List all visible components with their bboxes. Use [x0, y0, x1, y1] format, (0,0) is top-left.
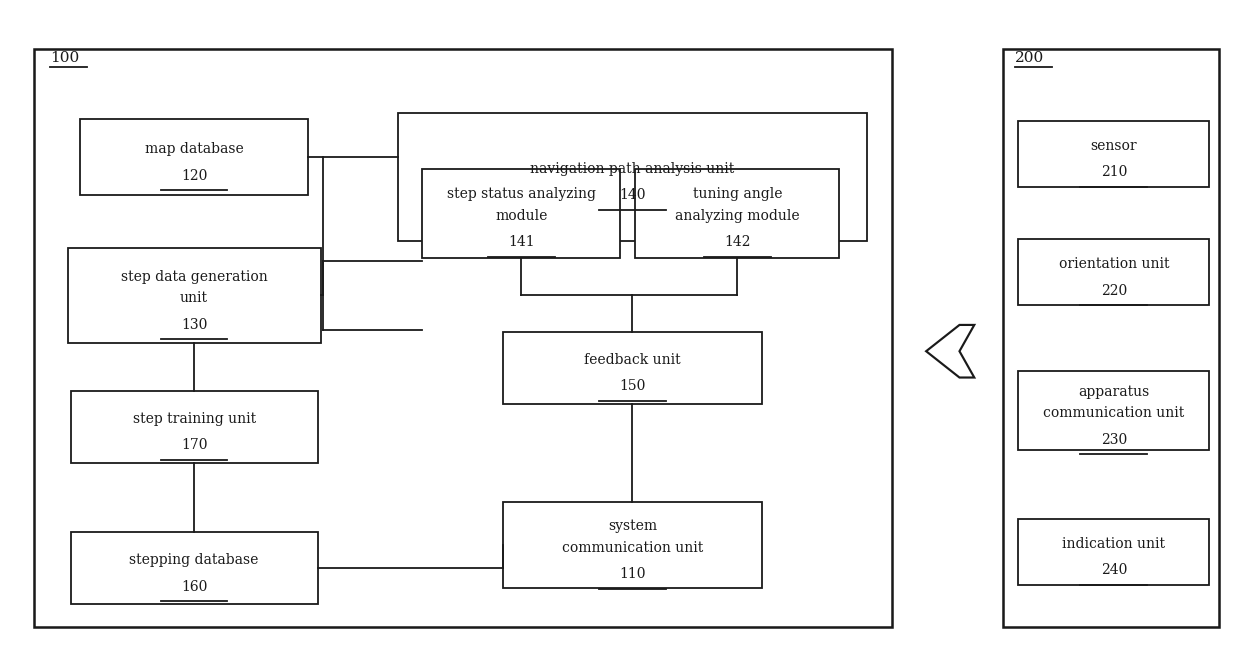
Bar	[1018, 121, 1209, 187]
Bar	[33, 49, 892, 627]
Text: 142: 142	[724, 235, 750, 249]
Bar	[1018, 519, 1209, 585]
Text: indication unit: indication unit	[1063, 537, 1166, 551]
Text: 170: 170	[181, 438, 207, 452]
Text: map database: map database	[145, 143, 243, 156]
Text: tuning angle: tuning angle	[692, 188, 782, 202]
Bar	[1018, 371, 1209, 450]
Text: communication unit: communication unit	[562, 541, 703, 555]
Text: 160: 160	[181, 579, 207, 593]
Text: 100: 100	[50, 51, 79, 65]
Text: 210: 210	[1101, 165, 1127, 180]
Text: 240: 240	[1101, 563, 1127, 577]
Text: 200: 200	[1016, 51, 1044, 65]
Text: 230: 230	[1101, 433, 1127, 447]
Text: 150: 150	[619, 379, 646, 393]
Text: orientation unit: orientation unit	[1059, 257, 1169, 271]
Text: feedback unit: feedback unit	[584, 353, 681, 367]
Text: 110: 110	[619, 568, 646, 581]
Text: communication unit: communication unit	[1043, 406, 1184, 420]
Text: stepping database: stepping database	[129, 554, 259, 568]
Text: apparatus: apparatus	[1078, 385, 1149, 398]
Polygon shape	[926, 325, 975, 377]
Text: unit: unit	[180, 291, 208, 305]
Bar	[635, 169, 839, 257]
Bar	[398, 113, 867, 241]
Bar	[502, 332, 761, 404]
Bar	[68, 248, 321, 343]
Text: system: system	[608, 519, 657, 534]
Text: sensor: sensor	[1090, 139, 1137, 153]
Text: analyzing module: analyzing module	[675, 209, 800, 223]
Bar	[71, 532, 317, 605]
Text: step data generation: step data generation	[120, 270, 268, 284]
Bar	[423, 169, 620, 257]
Text: 130: 130	[181, 318, 207, 332]
Text: navigation path analysis unit: navigation path analysis unit	[531, 162, 734, 176]
Bar	[1018, 239, 1209, 305]
Text: module: module	[495, 209, 547, 223]
Text: step training unit: step training unit	[133, 412, 255, 426]
Text: 140: 140	[619, 188, 646, 202]
Text: step status analyzing: step status analyzing	[446, 188, 595, 202]
Text: 220: 220	[1101, 284, 1127, 298]
Text: 141: 141	[508, 235, 534, 249]
Bar	[79, 119, 309, 195]
Bar	[502, 503, 761, 588]
Bar	[1003, 49, 1219, 627]
Text: 120: 120	[181, 168, 207, 183]
Bar	[71, 391, 317, 463]
